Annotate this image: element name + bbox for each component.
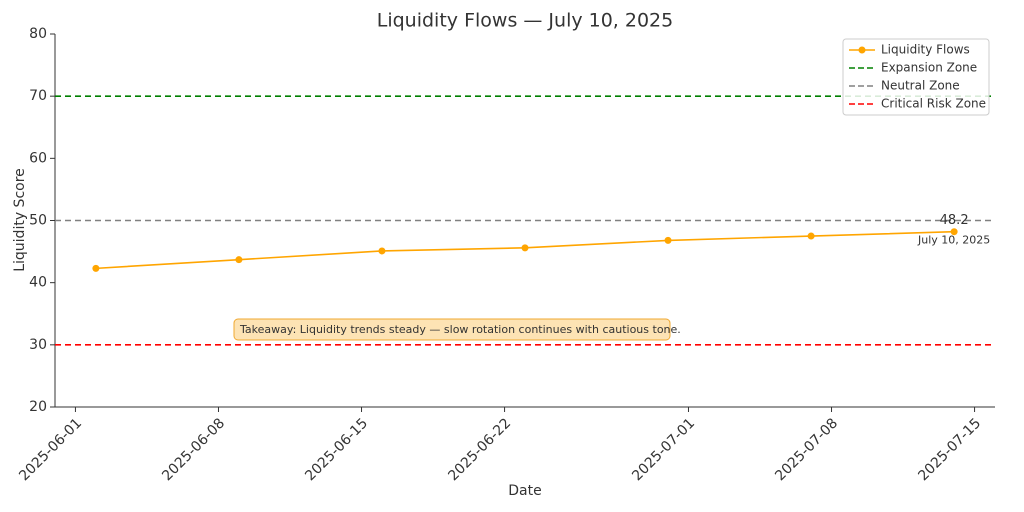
x-tick-label: 2025-06-08 xyxy=(159,415,228,484)
takeaway: Takeaway: Liquidity trends steady — slow… xyxy=(239,323,681,336)
y-tick-label: 80 xyxy=(29,26,47,42)
data-point xyxy=(807,232,815,240)
data-point xyxy=(378,247,386,255)
chart-title: Liquidity Flows — July 10, 2025 xyxy=(377,10,674,32)
x-tick-label: 2025-07-08 xyxy=(772,415,841,484)
x-tick-label: 2025-06-01 xyxy=(16,415,85,484)
y-tick-label: 20 xyxy=(29,399,47,415)
data-point xyxy=(92,264,100,272)
x-axis-label: Date xyxy=(508,483,541,499)
data-point xyxy=(235,256,243,264)
x-tick-label: 2025-07-15 xyxy=(915,415,984,484)
x-tick-label: 2025-06-15 xyxy=(302,415,371,484)
legend-marker xyxy=(858,46,866,54)
y-axis-label: Liquidity Score xyxy=(12,168,28,272)
legend-box xyxy=(842,38,990,116)
legend-label: Liquidity Flows xyxy=(881,43,970,57)
takeaway-box xyxy=(233,318,671,341)
data-point xyxy=(664,236,672,244)
data-point xyxy=(521,244,529,252)
legend-label: Expansion Zone xyxy=(881,61,977,75)
legend-label: Critical Risk Zone xyxy=(881,97,986,111)
data-label: 48.2 xyxy=(940,213,969,228)
x-tick-label: 2025-06-22 xyxy=(445,415,514,484)
point-annotation: July 10, 2025 xyxy=(917,234,990,247)
y-tick-label: 40 xyxy=(29,275,47,291)
y-tick-label: 60 xyxy=(29,150,47,166)
y-tick-label: 70 xyxy=(29,88,47,104)
y-tick-label: 50 xyxy=(29,213,47,229)
y-tick-label: 30 xyxy=(29,337,47,353)
data-point xyxy=(950,228,958,236)
x-tick-label: 2025-07-01 xyxy=(629,415,698,484)
legend-label: Neutral Zone xyxy=(881,79,960,93)
